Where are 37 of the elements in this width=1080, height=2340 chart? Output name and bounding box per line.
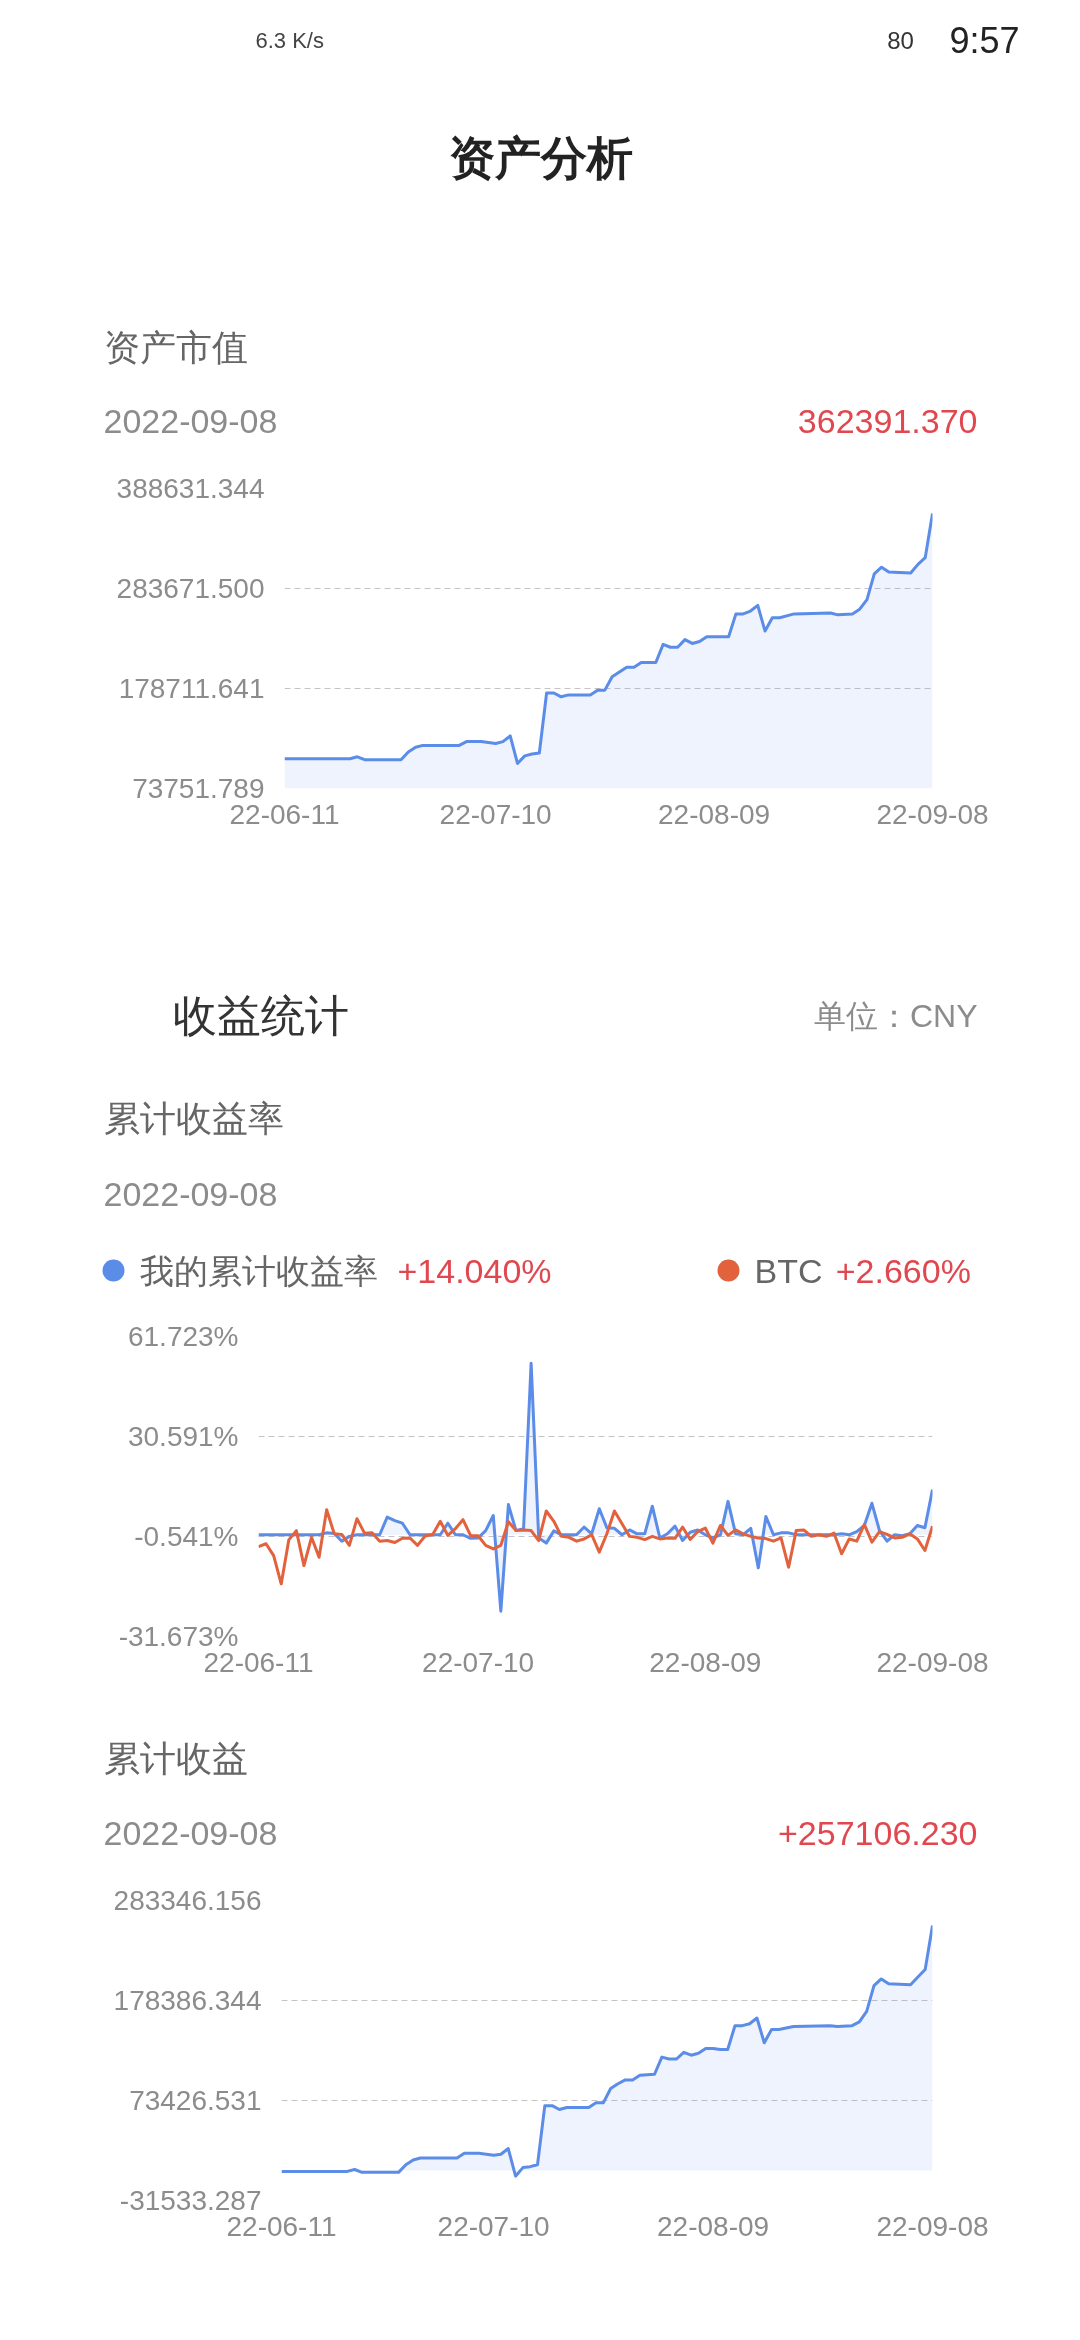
- text: +14.040%: [397, 1251, 552, 1290]
- text: 单位：CNY: [813, 997, 978, 1034]
- y-tick-label: 178711.641: [118, 673, 265, 704]
- legend-label: BTC: [754, 1251, 823, 1290]
- text: 80: [887, 27, 914, 54]
- text: +257106.230: [778, 1814, 978, 1852]
- legend-label: 我的累计收益率: [139, 1251, 378, 1290]
- y-tick-label: 61.723%: [127, 1321, 239, 1352]
- line-series: [258, 1508, 933, 1586]
- chart-title: 资产市值: [103, 327, 248, 368]
- x-tick-label: 22-07-10: [439, 798, 552, 830]
- y-tick-label: 178386.344: [113, 1985, 262, 2016]
- text: 362391.370: [797, 402, 978, 440]
- x-tick-label: 22-08-09: [658, 798, 771, 830]
- x-tick-label: 22-09-08: [876, 798, 989, 830]
- text: 6.3 K/s: [255, 28, 324, 53]
- chart-subtitle: 2022-09-08: [103, 1175, 278, 1213]
- y-tick-label: 283671.500: [116, 573, 265, 604]
- x-tick-label: 22-08-09: [657, 2210, 770, 2242]
- chart-title: 累计收益: [103, 1738, 248, 1779]
- text: 资产分析: [448, 131, 633, 184]
- x-tick-label: 22-07-10: [437, 2210, 550, 2242]
- y-tick-label: -0.541%: [134, 1521, 239, 1552]
- y-tick-label: 283346.156: [113, 1885, 262, 1916]
- y-tick-label: 73426.531: [129, 2085, 262, 2116]
- text: +2.660%: [835, 1251, 971, 1290]
- y-tick-label: 30.591%: [127, 1421, 239, 1452]
- x-tick-label: 22-09-08: [876, 1646, 989, 1678]
- y-tick-label: 388631.344: [116, 473, 265, 504]
- chart-subtitle: 2022-09-08: [103, 1814, 278, 1852]
- chart-title: 累计收益率: [103, 1098, 284, 1139]
- chart-subtitle: 2022-09-08: [103, 402, 278, 440]
- x-tick-label: 22-08-09: [649, 1646, 762, 1678]
- x-tick-label: 22-09-08: [876, 2210, 989, 2242]
- x-tick-label: 22-07-10: [422, 1646, 535, 1678]
- text: 收益统计: [172, 991, 349, 1040]
- text: 9:57: [949, 20, 1020, 61]
